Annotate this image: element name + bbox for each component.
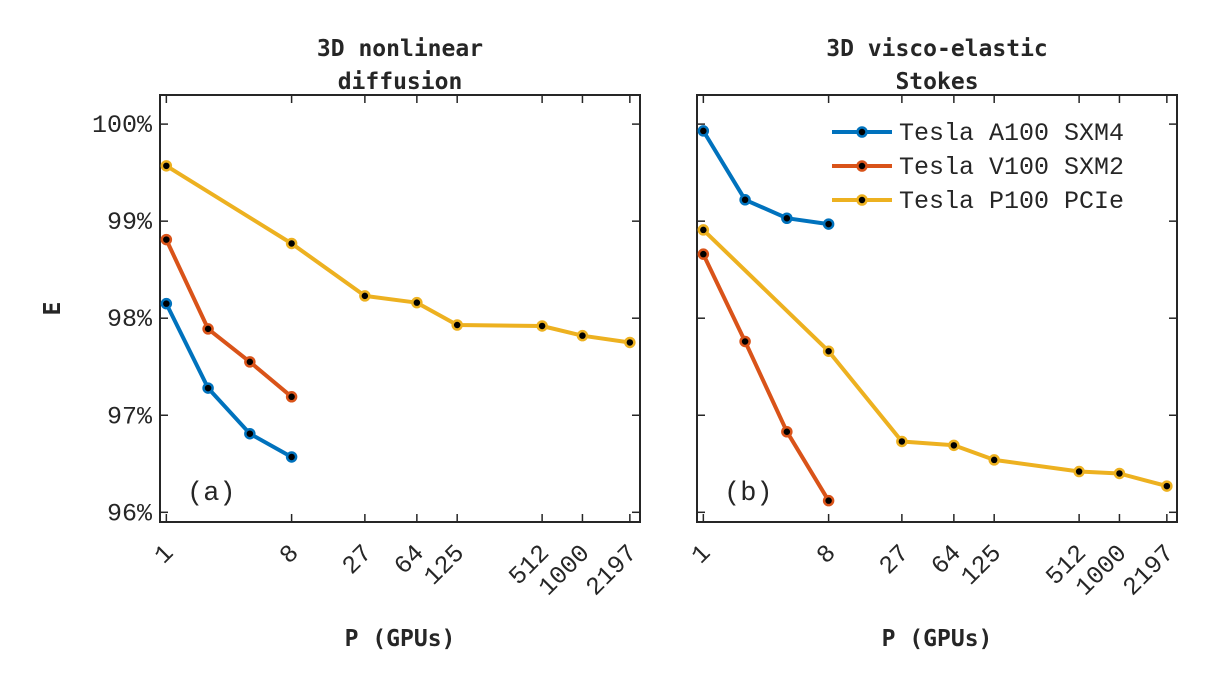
data-point xyxy=(285,237,298,250)
legend-marker xyxy=(856,126,868,138)
x-tick-label: 125 xyxy=(419,539,471,591)
data-point xyxy=(411,296,423,309)
panel-label: (b) xyxy=(724,479,773,509)
legend-marker xyxy=(856,160,868,172)
series-line xyxy=(701,128,831,227)
axes-frame xyxy=(696,94,1178,523)
legend-label: Tesla V100 SXM2 xyxy=(899,153,1124,182)
data-point xyxy=(822,494,835,507)
series-tesla-p100-pcie xyxy=(160,160,636,349)
data-point xyxy=(1161,480,1173,492)
y-tick-label: 100% xyxy=(92,111,153,140)
data-point xyxy=(822,218,835,230)
data-point xyxy=(160,233,173,246)
data-point xyxy=(359,290,371,302)
data-point xyxy=(160,297,173,310)
data-point xyxy=(244,427,256,440)
x-tick-label: 2197 xyxy=(581,539,644,602)
x-axis-label: P (GPUs) xyxy=(882,626,993,652)
x-tick-label: 1 xyxy=(686,539,717,570)
data-point xyxy=(739,194,751,206)
legend: Tesla A100 SXM4 Tesla V100 SXM2 Tesla P100… xyxy=(832,119,1124,216)
series-line xyxy=(164,163,632,345)
data-point xyxy=(1113,467,1126,480)
data-point xyxy=(896,435,908,448)
data-point xyxy=(285,391,298,403)
x-tick-label: 125 xyxy=(956,539,1008,591)
series-tesla-v100-sxm2 xyxy=(160,233,298,403)
data-point xyxy=(781,212,793,224)
series-tesla-v100-sxm2 xyxy=(697,248,835,507)
data-point xyxy=(160,160,173,172)
legend-label: Tesla A100 SXM4 xyxy=(899,119,1124,148)
data-point xyxy=(948,439,960,452)
y-tick-label: 98% xyxy=(107,305,153,334)
chart-title: 3D nonlinear xyxy=(317,36,483,62)
chart-title: Stokes xyxy=(895,69,978,95)
series-line xyxy=(164,237,294,399)
legend-label: Tesla P100 PCIe xyxy=(899,187,1124,216)
data-point xyxy=(624,336,636,349)
data-point xyxy=(697,248,710,260)
data-point xyxy=(697,125,710,137)
chart-title: 3D visco-elastic xyxy=(826,36,1048,62)
panel-label: (a) xyxy=(187,479,236,509)
x-tick-label: 27 xyxy=(337,539,379,581)
data-point xyxy=(739,335,751,348)
axes-frame xyxy=(159,94,641,523)
data-point xyxy=(285,451,298,463)
data-point xyxy=(202,382,214,394)
data-point xyxy=(244,356,256,368)
y-tick-label: 96% xyxy=(107,499,153,528)
y-tick-label: 99% xyxy=(107,208,153,237)
data-point xyxy=(822,345,835,357)
chart-title: diffusion xyxy=(338,69,463,95)
data-point xyxy=(781,425,793,438)
x-tick-label: 2197 xyxy=(1118,539,1181,602)
data-point xyxy=(697,224,710,236)
series-tesla-a100-sxm4 xyxy=(697,125,835,230)
y-tick-label: 97% xyxy=(107,402,153,431)
x-axis-label: P (GPUs) xyxy=(345,626,456,652)
y-axis-label: E xyxy=(40,302,66,316)
data-point xyxy=(451,319,463,331)
series-line xyxy=(701,227,1169,489)
x-tick-label: 27 xyxy=(874,539,916,581)
data-point xyxy=(988,454,1000,466)
x-tick-label: 8 xyxy=(811,539,842,570)
legend-marker xyxy=(856,194,868,206)
data-point xyxy=(202,323,214,335)
data-point xyxy=(1073,465,1085,478)
x-tick-label: 8 xyxy=(274,539,305,570)
series-tesla-a100-sxm4 xyxy=(160,297,298,463)
series-tesla-p100-pcie xyxy=(697,224,1173,492)
x-tick-label: 1 xyxy=(149,539,180,570)
series-line xyxy=(701,252,831,503)
data-point xyxy=(576,329,589,342)
series-line xyxy=(164,301,294,459)
data-point xyxy=(536,320,548,332)
